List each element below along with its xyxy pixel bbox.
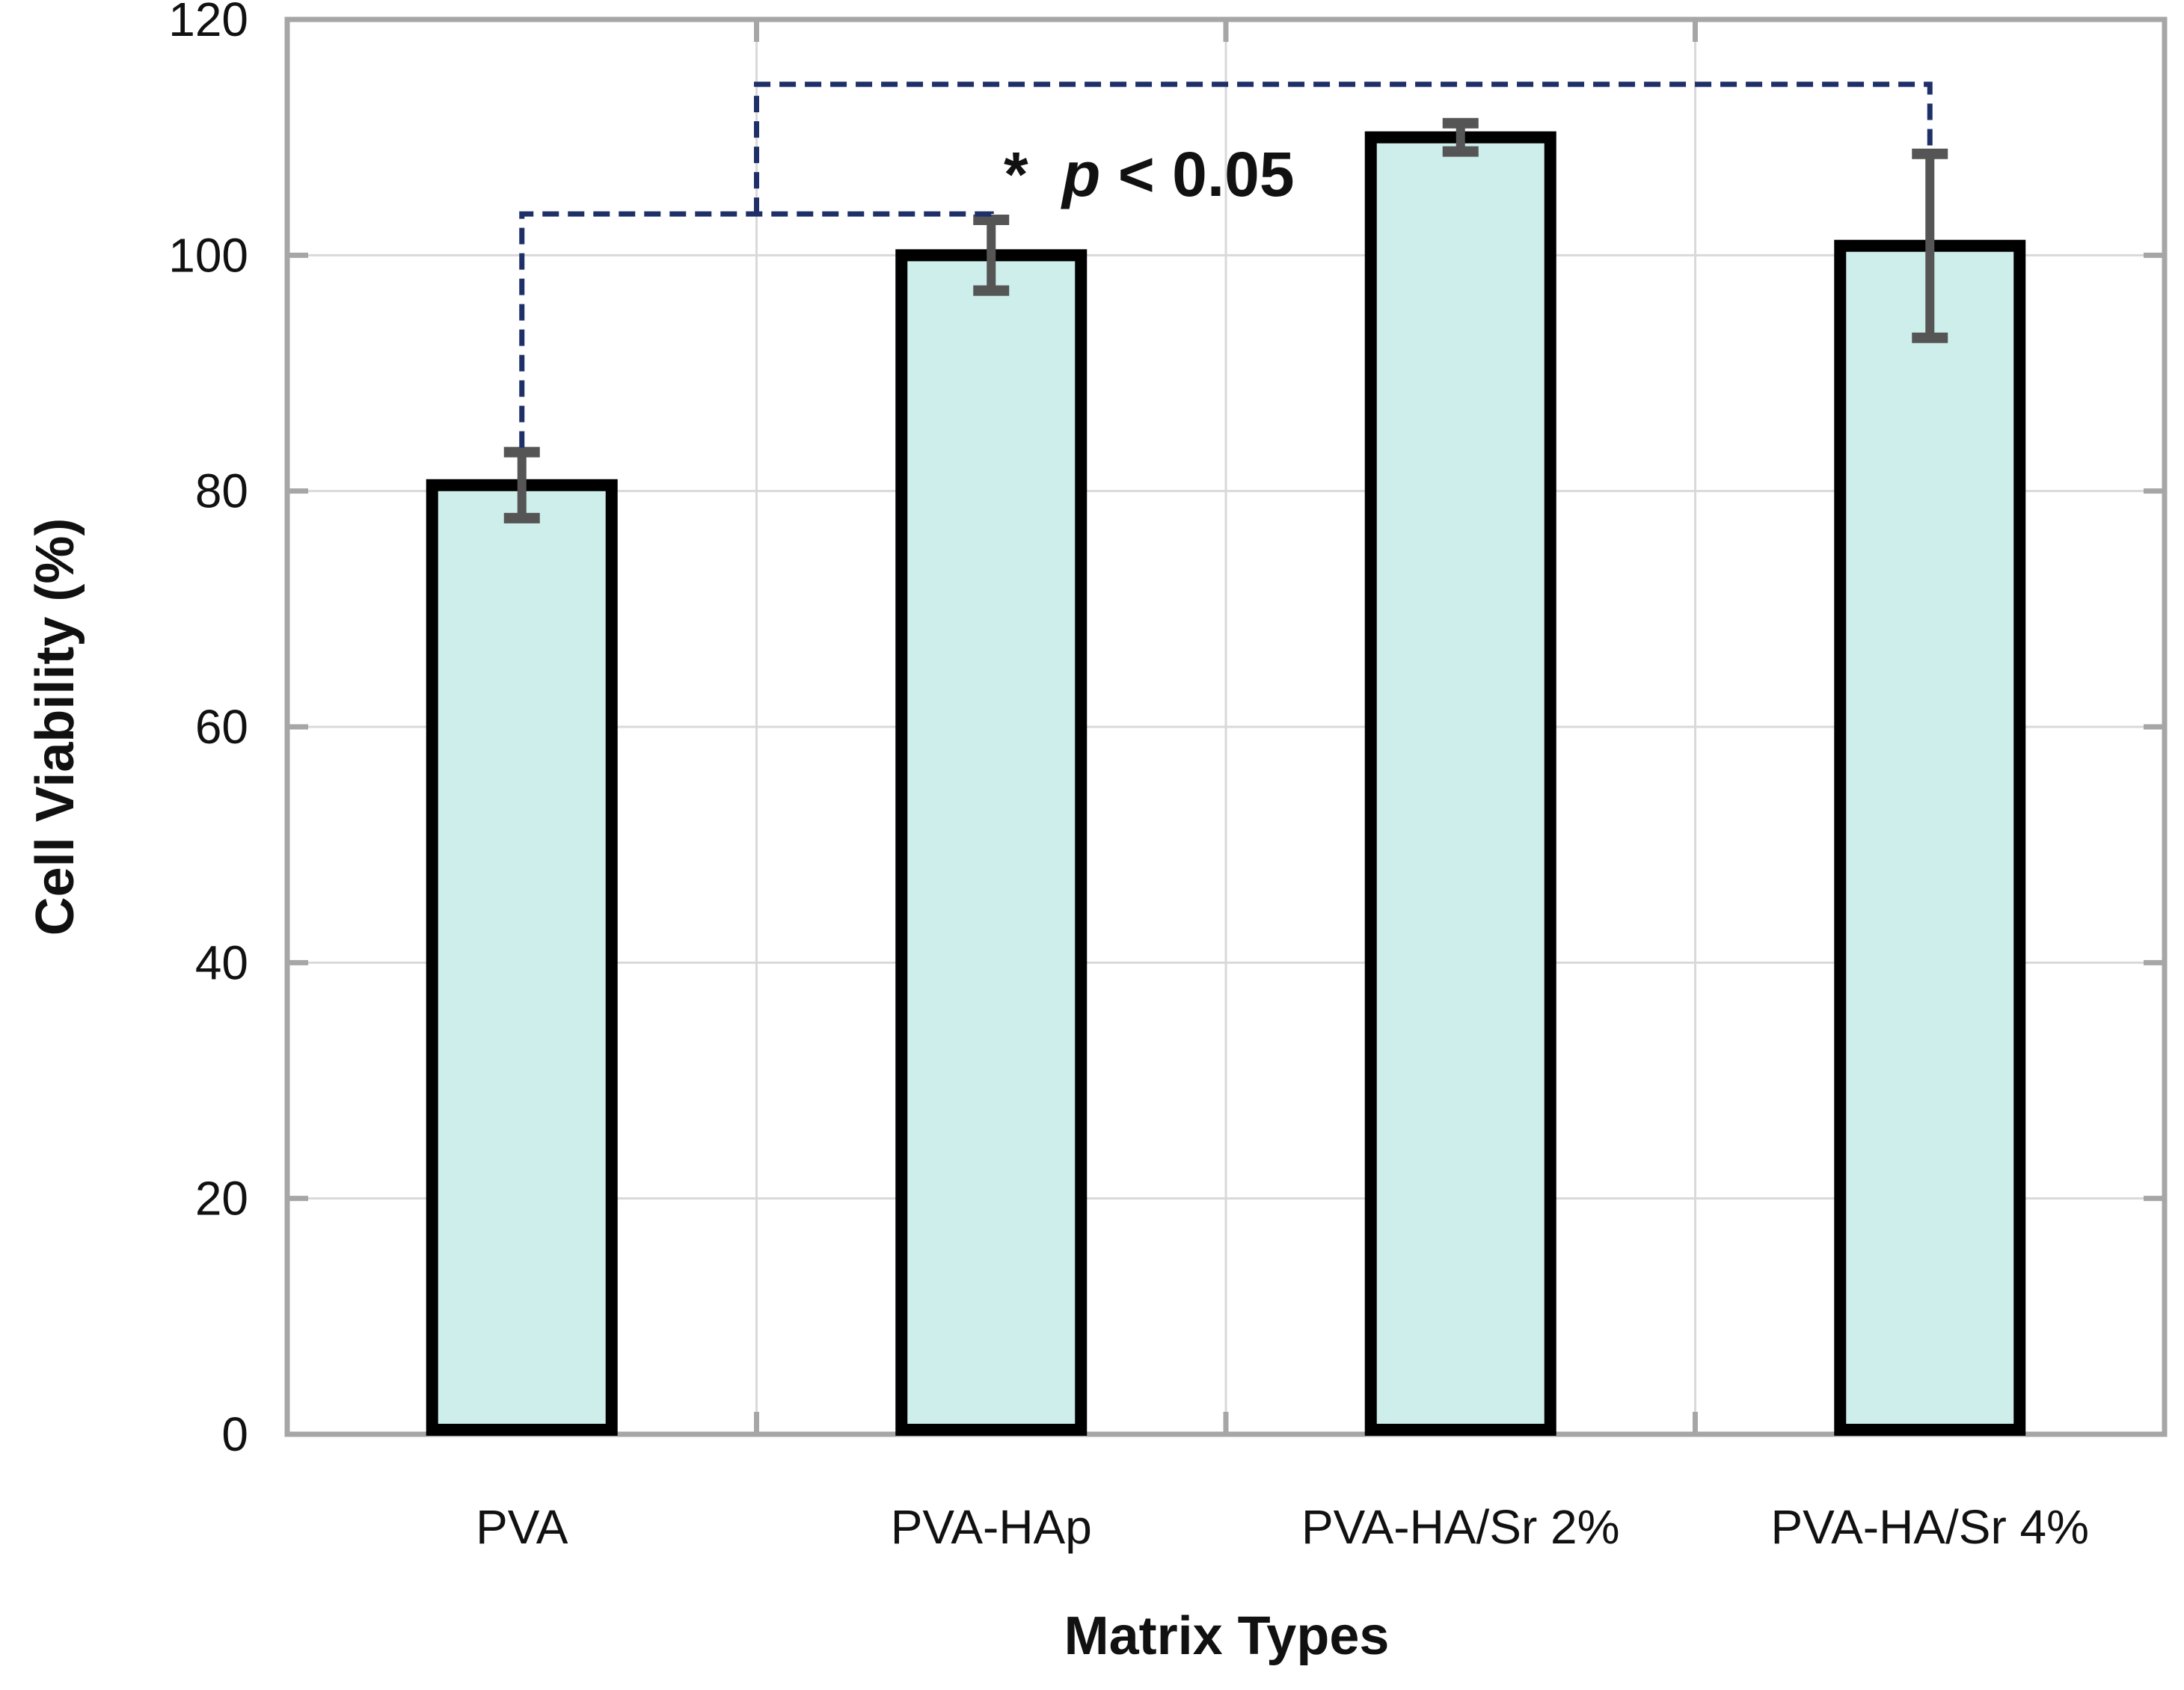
x-tick-label: PVA [476, 1500, 568, 1554]
axis-ticks [287, 16, 2165, 1437]
annotation-threshold: < 0.05 [1118, 139, 1295, 209]
y-tick-label: 100 [168, 228, 248, 282]
bar [1834, 239, 2026, 1436]
x-tick-label: PVA-HA/Sr 2% [1301, 1500, 1620, 1554]
y-tick-label: 40 [195, 935, 248, 989]
y-tick-label: 80 [195, 464, 248, 518]
y-tick-label: 60 [195, 700, 248, 754]
x-axis-title: Matrix Types [1064, 1606, 1390, 1666]
annotation-star: * [1004, 139, 1028, 209]
annotation-p: p [1061, 139, 1100, 209]
significance-bracket [519, 82, 1933, 448]
bar [1364, 131, 1556, 1436]
significance-annotation: * p < 0.05 [1004, 139, 1295, 209]
y-tick-label: 120 [168, 0, 248, 46]
x-tick-label: PVA-HAp [891, 1500, 1092, 1554]
bar [426, 479, 618, 1436]
bars [426, 131, 2026, 1436]
error-bars [503, 117, 1948, 523]
y-tick-label: 20 [195, 1172, 248, 1226]
bracket-link-to-pva-ha-sr4 [754, 82, 1933, 215]
tick-labels: 0 20 40 60 80 100 120 PVA PVA-HAp PVA-HA/Sr 2% PVA… [168, 0, 2089, 1554]
y-axis-title: Cell Viability (%) [25, 518, 85, 936]
y-tick-label: 0 [221, 1407, 248, 1461]
x-tick-label: PVA-HA/Sr 4% [1770, 1500, 2089, 1554]
bar [895, 249, 1088, 1436]
